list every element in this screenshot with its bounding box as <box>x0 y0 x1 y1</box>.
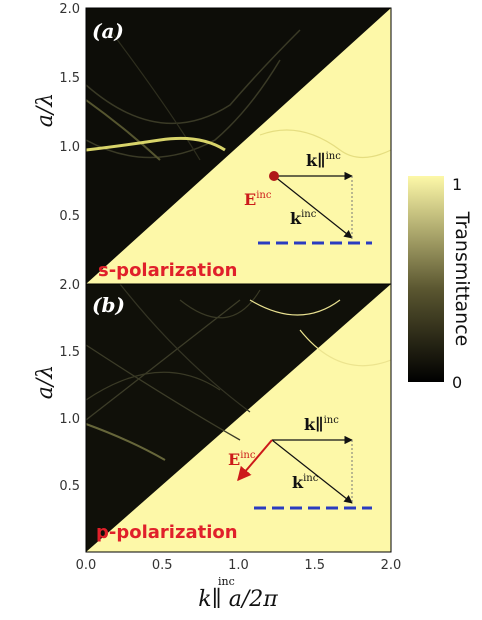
band-curve <box>86 344 241 441</box>
x-tick-label: 2.0 <box>381 558 402 573</box>
panel-b-y-axis-label: a/λ <box>33 365 58 399</box>
y-tick-label: 0.5 <box>59 209 80 224</box>
band-curve <box>109 29 201 161</box>
panel-a-y-ticks: 2.0 1.5 1.0 0.5 <box>59 2 80 224</box>
colorbar: 1 0 Transmittance <box>408 175 473 392</box>
x-tick-label: 1.0 <box>228 558 249 573</box>
e-field-label: Einc <box>244 190 272 209</box>
k-arrow <box>271 439 353 504</box>
y-tick-label: 2.0 <box>59 2 80 17</box>
k-parallel-label: k∥inc <box>304 415 339 434</box>
panel-b-features <box>86 284 391 461</box>
panel-b-polarization-label: p-polarization <box>96 522 238 543</box>
band-curve <box>119 284 251 413</box>
band-curve <box>86 371 221 401</box>
band-curve <box>86 29 301 125</box>
k-arrow <box>273 175 353 239</box>
panel-a: (a) s-polarization k∥inc kinc Einc <box>85 7 392 285</box>
k-label: kinc <box>292 473 319 492</box>
resonance-band <box>86 136 226 152</box>
panel-b-label: (b) <box>92 293 125 317</box>
y-tick-label: 1.0 <box>59 140 80 155</box>
x-axis-label-superscript: inc <box>218 575 235 588</box>
y-tick-label: 1.0 <box>59 412 80 427</box>
colorbar-title: Transmittance <box>451 211 473 347</box>
band-curve-light <box>249 299 341 316</box>
panel-b-inset: k∥inc kinc Einc <box>228 415 372 510</box>
panel-b-frame <box>85 283 392 553</box>
k-label: kinc <box>290 209 317 228</box>
band-curve <box>86 99 161 161</box>
panel-b: (b) p-polarization k∥inc kinc Einc <box>85 283 392 553</box>
x-axis-label: k∥ a/2π <box>198 587 278 612</box>
panel-b-y-ticks: 2.0 1.5 1.0 0.5 <box>59 278 80 494</box>
colorbar-min-label: 0 <box>452 373 462 392</box>
colorbar-gradient <box>408 176 444 382</box>
y-tick-label: 2.0 <box>59 278 80 293</box>
panel-a-inset: k∥inc kinc Einc <box>244 151 372 245</box>
band-curve-light <box>259 129 391 159</box>
y-tick-label: 1.5 <box>59 345 80 360</box>
band-curve <box>86 299 241 421</box>
e-field-dot-icon <box>269 171 279 181</box>
e-field-arrow <box>237 439 273 482</box>
panel-b-dark-region <box>86 284 391 552</box>
colorbar-max-label: 1 <box>452 175 462 194</box>
x-tick-label: 0.5 <box>152 558 173 573</box>
panel-a-polarization-label: s-polarization <box>98 260 237 281</box>
x-tick-label: 1.5 <box>304 558 325 573</box>
band-curve <box>179 289 261 319</box>
band-curve <box>86 423 166 461</box>
panel-a-label: (a) <box>92 19 124 43</box>
panel-a-dark-region <box>86 8 391 284</box>
panel-a-y-axis-label: a/λ <box>33 93 58 127</box>
y-tick-label: 1.5 <box>59 71 80 86</box>
x-tick-label: 0.0 <box>76 558 97 573</box>
band-curve-light <box>299 329 391 367</box>
band-curve <box>86 59 281 159</box>
e-field-label: Einc <box>228 450 256 469</box>
panel-b-x-ticks: 0.0 0.5 1.0 1.5 2.0 <box>76 558 402 573</box>
k-parallel-label: k∥inc <box>306 151 341 170</box>
panel-a-features <box>86 29 391 161</box>
y-tick-label: 0.5 <box>59 479 80 494</box>
